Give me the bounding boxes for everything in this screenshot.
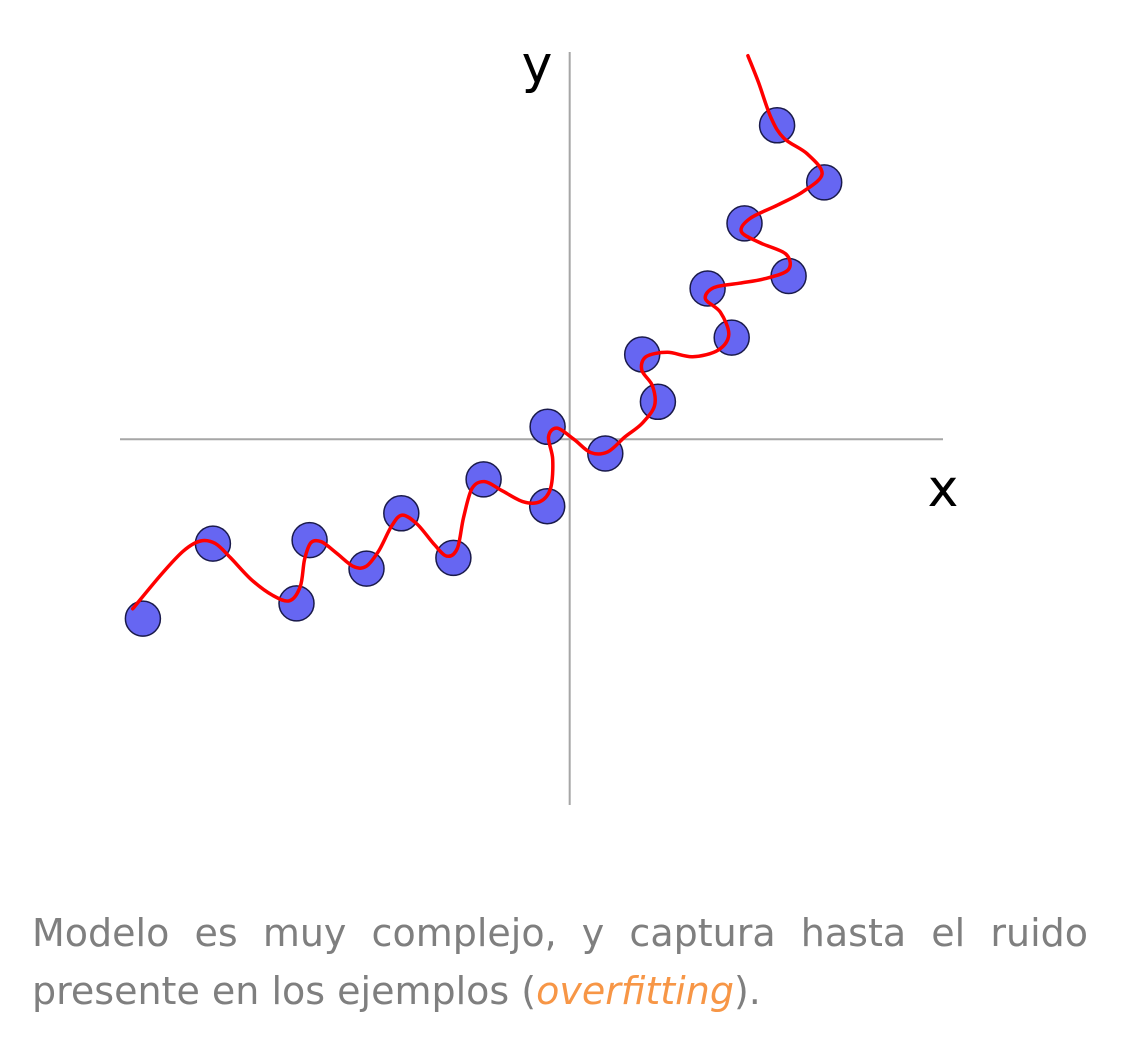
data-point-6	[383, 495, 420, 532]
data-point-3	[278, 585, 315, 622]
caption-highlight: overfitting	[536, 969, 734, 1013]
data-point-9	[528, 487, 566, 525]
data-points	[124, 107, 843, 637]
data-point-10	[529, 408, 566, 446]
x-axis-label: x	[928, 459, 959, 519]
caption: Modelo es muy complejo, y captura hasta …	[32, 904, 1088, 1020]
data-point-13	[639, 383, 677, 421]
data-point-5	[348, 550, 385, 587]
data-point-18	[758, 107, 796, 144]
data-point-4	[291, 521, 328, 559]
data-point-7	[435, 539, 472, 577]
data-point-14	[689, 270, 726, 307]
data-point-8	[465, 461, 502, 498]
data-point-19	[805, 164, 843, 201]
overfitting-chart: x y	[120, 35, 959, 805]
y-axis-label: y	[522, 35, 553, 95]
caption-text-end: ).	[733, 969, 761, 1013]
data-point-1	[124, 600, 162, 637]
caption-text: Modelo es muy complejo, y captura hasta …	[32, 911, 1088, 1013]
fit-curve-line	[130, 53, 824, 611]
